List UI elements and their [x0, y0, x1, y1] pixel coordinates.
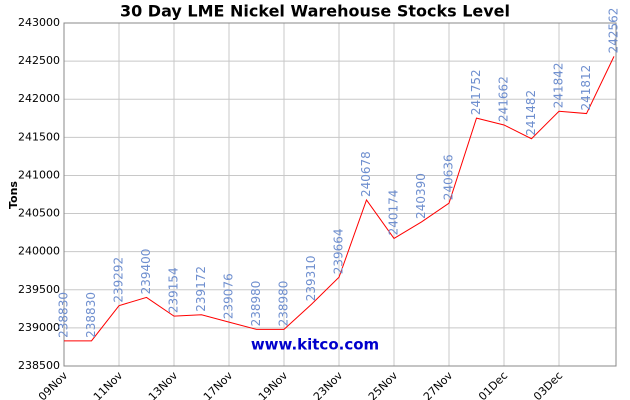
y-tick-label: 240000 [18, 245, 60, 258]
data-label: 241752 [469, 69, 483, 115]
data-label: 241842 [552, 62, 566, 108]
data-label: 240678 [359, 151, 373, 197]
y-tick-label: 239500 [18, 283, 60, 296]
data-label: 238830 [84, 292, 98, 338]
y-axis-label: Tons [7, 181, 20, 209]
data-label: 239292 [112, 257, 126, 303]
y-tick-label: 240500 [18, 207, 60, 220]
y-tick-label: 239000 [18, 321, 60, 334]
chart-title: 30 Day LME Nickel Warehouse Stocks Level [120, 2, 510, 21]
data-label: 240636 [442, 154, 456, 200]
data-label: 240390 [414, 173, 428, 219]
plot-frame [63, 22, 617, 367]
data-line [64, 56, 615, 342]
x-tick-label: 25Nov [366, 369, 401, 400]
y-tick-label: 243000 [18, 16, 60, 29]
data-label: 239172 [194, 266, 208, 312]
x-tick-label: 11Nov [91, 369, 126, 400]
data-label: 239076 [222, 273, 236, 319]
y-tick-label: 242500 [18, 54, 60, 67]
data-label: 241482 [524, 90, 538, 136]
x-tick-label: 19Nov [256, 369, 291, 400]
x-tick-label: 09Nov [36, 369, 71, 400]
data-label: 239400 [139, 249, 153, 295]
x-tick-label: 13Nov [146, 369, 181, 400]
y-tick-label: 242000 [18, 92, 60, 105]
watermark: www.kitco.com [251, 336, 379, 354]
y-tick-label: 241000 [18, 168, 60, 181]
data-label: 239154 [167, 267, 181, 313]
data-label: 238980 [277, 281, 291, 327]
data-label: 242562 [607, 8, 621, 54]
x-tick-label: 01Dec [476, 369, 510, 400]
x-tick-label: 17Nov [201, 369, 236, 400]
data-label: 238830 [57, 292, 71, 338]
x-tick-label: 23Nov [311, 369, 346, 400]
y-tick-label: 241500 [18, 130, 60, 143]
y-tick-label: 238500 [18, 359, 60, 372]
data-label: 239310 [304, 255, 318, 301]
x-tick-label: 03Dec [531, 369, 565, 400]
data-label: 241812 [579, 65, 593, 111]
x-tick-label: 27Nov [421, 369, 456, 400]
data-label: 240174 [387, 190, 401, 236]
data-label: 239664 [332, 228, 346, 274]
data-label: 241662 [497, 76, 511, 122]
data-label: 238980 [249, 281, 263, 327]
